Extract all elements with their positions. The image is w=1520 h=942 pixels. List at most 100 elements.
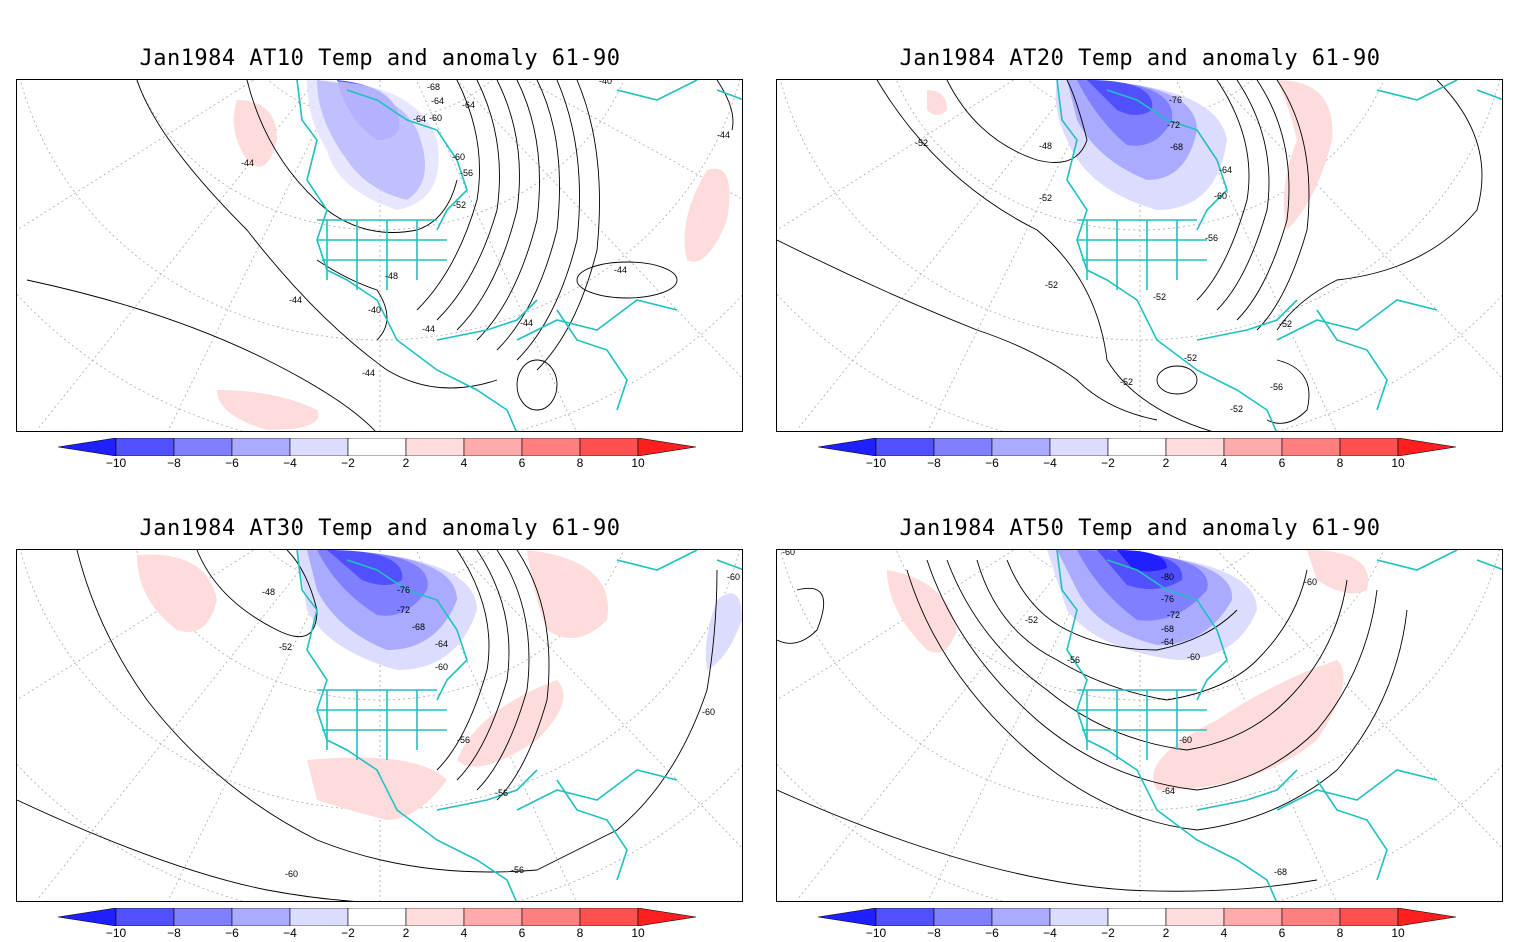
panel-title: Jan1984 AT30 Temp and anomaly 61-90 [139, 516, 621, 541]
colorbar [817, 907, 1462, 927]
colorbar-swatch [115, 437, 175, 457]
colorbar-tick-label: −2 [341, 926, 355, 940]
colorbar-tick-label: 6 [518, 926, 526, 940]
colorbar-tick-label: 10 [1391, 456, 1405, 470]
svg-text:-52: -52 [1045, 280, 1058, 290]
anomaly-fill [217, 80, 730, 430]
svg-text:-44: -44 [241, 158, 254, 168]
svg-text:-60: -60 [452, 152, 465, 162]
svg-text:-52: -52 [1230, 404, 1243, 414]
colorbar-labels: −10 −8 −6 −4 −2 2 4 6 8 10 [818, 926, 1462, 942]
colorbar-tick-label: −2 [1101, 926, 1115, 940]
colorbar-swatch [933, 437, 993, 457]
colorbar-tick-label: 8 [1336, 456, 1344, 470]
svg-text:-72: -72 [397, 605, 410, 615]
svg-text:-44: -44 [422, 324, 435, 334]
colorbar-tick-label: 2 [402, 926, 410, 940]
map-at20: -52-76-72 -68-64-60 -56-52-48 -52-52-52 … [776, 79, 1503, 432]
colorbar-swatch [1107, 907, 1167, 927]
svg-text:-48: -48 [385, 271, 398, 281]
colorbar-tick-label: −4 [283, 926, 297, 940]
svg-text:-44: -44 [614, 265, 627, 275]
colorbar-tick-label: 10 [631, 926, 645, 940]
colorbar-swatch [289, 437, 349, 457]
colorbar-swatch [1107, 437, 1167, 457]
colorbar-tick-label: −8 [927, 456, 941, 470]
panel-at20: Jan1984 AT20 Temp and anomaly 61-90 [760, 0, 1520, 470]
svg-text:-52: -52 [1184, 353, 1197, 363]
colorbar-tick-label: 6 [518, 456, 526, 470]
graticule [17, 80, 742, 431]
svg-text:-64: -64 [435, 639, 448, 649]
colorbar [57, 437, 702, 457]
colorbar-swatch [1165, 437, 1225, 457]
svg-text:-52: -52 [1025, 615, 1038, 625]
colorbar-swatch [991, 907, 1051, 927]
colorbar-swatch [875, 907, 935, 927]
colorbar-swatch [347, 907, 407, 927]
svg-text:-52: -52 [1153, 292, 1166, 302]
svg-text:-56: -56 [1270, 382, 1283, 392]
svg-text:-48: -48 [1039, 141, 1052, 151]
colorbar-swatch [1339, 437, 1399, 457]
colorbar-swatch [991, 437, 1051, 457]
colorbar-swatch [579, 437, 639, 457]
svg-text:-44: -44 [717, 130, 730, 140]
svg-text:-72: -72 [1167, 120, 1180, 130]
panel-at30: Jan1984 AT30 Temp and anomaly 61-90 [0, 470, 760, 940]
colorbar-arrow-left [817, 907, 877, 927]
svg-text:-60: -60 [1187, 652, 1200, 662]
colorbar-tick-label: −6 [985, 926, 999, 940]
colorbar-tick-label: 2 [1162, 456, 1170, 470]
colorbar-tick-label: 8 [576, 926, 584, 940]
svg-text:-64: -64 [1219, 165, 1232, 175]
svg-text:-56: -56 [1205, 233, 1218, 243]
svg-text:-68: -68 [1170, 142, 1183, 152]
svg-text:-64: -64 [413, 114, 426, 124]
colorbar-swatch [231, 437, 291, 457]
colorbar-arrow-right [637, 437, 697, 457]
svg-text:-72: -72 [1167, 610, 1180, 620]
colorbar-arrow-right [1397, 437, 1457, 457]
map-at50: -80 -76 -72 -68 -64 -60 -52 -56 -60 -60 -64 -68 … [776, 549, 1503, 902]
colorbar-arrow-left [57, 437, 117, 457]
svg-text:-56: -56 [511, 865, 524, 875]
colorbar-swatch [173, 907, 233, 927]
colorbar-swatch [463, 437, 523, 457]
colorbar-svg [57, 437, 697, 457]
svg-text:-44: -44 [362, 368, 375, 378]
colorbar-tick-label: −4 [1043, 926, 1057, 940]
panel-at50: Jan1984 AT50 Temp and anomaly 61-90 [760, 470, 1520, 940]
map-svg: -68-64 -64 -60-64-60 -56-52-48 -44-44-44 … [17, 80, 742, 431]
colorbar-labels: −10 −8 −6 −4 −2 2 4 6 8 10 [58, 926, 702, 942]
svg-text:-60: -60 [782, 550, 795, 557]
colorbar-tick-label: −2 [341, 456, 355, 470]
colorbar-swatch [1223, 437, 1283, 457]
svg-text:-68: -68 [427, 82, 440, 92]
svg-text:-56: -56 [460, 168, 473, 178]
colorbar-swatch [1049, 437, 1109, 457]
svg-text:-52: -52 [915, 138, 928, 148]
colorbar-tick-label: −6 [225, 926, 239, 940]
colorbar-arrow-right [637, 907, 697, 927]
map-at30: -76 -72 -68 -64 -60 -48 -52 -56 -56 -56 -60 -60 … [16, 549, 743, 902]
colorbar-tick-label: −10 [105, 926, 127, 940]
svg-text:-60: -60 [435, 662, 448, 672]
colorbar-tick-label: −8 [927, 926, 941, 940]
svg-text:-64: -64 [1162, 786, 1175, 796]
svg-text:-52: -52 [279, 642, 292, 652]
svg-text:-60: -60 [1179, 735, 1192, 745]
svg-text:-44: -44 [289, 295, 302, 305]
colorbar-swatch [1281, 437, 1341, 457]
colorbar-swatch [173, 437, 233, 457]
colorbar-tick-label: 4 [1220, 456, 1228, 470]
svg-text:-76: -76 [397, 585, 410, 595]
colorbar-tick-label: 10 [631, 456, 645, 470]
colorbar-tick-label: −2 [1101, 456, 1115, 470]
colorbar-tick-label: 8 [1336, 926, 1344, 940]
colorbar-labels: −10 −8 −6 −4 −2 2 4 6 8 10 [818, 456, 1462, 472]
panel-title: Jan1984 AT10 Temp and anomaly 61-90 [139, 46, 621, 71]
svg-text:-56: -56 [495, 788, 508, 798]
contours [26, 80, 734, 431]
svg-text:-48: -48 [262, 587, 275, 597]
